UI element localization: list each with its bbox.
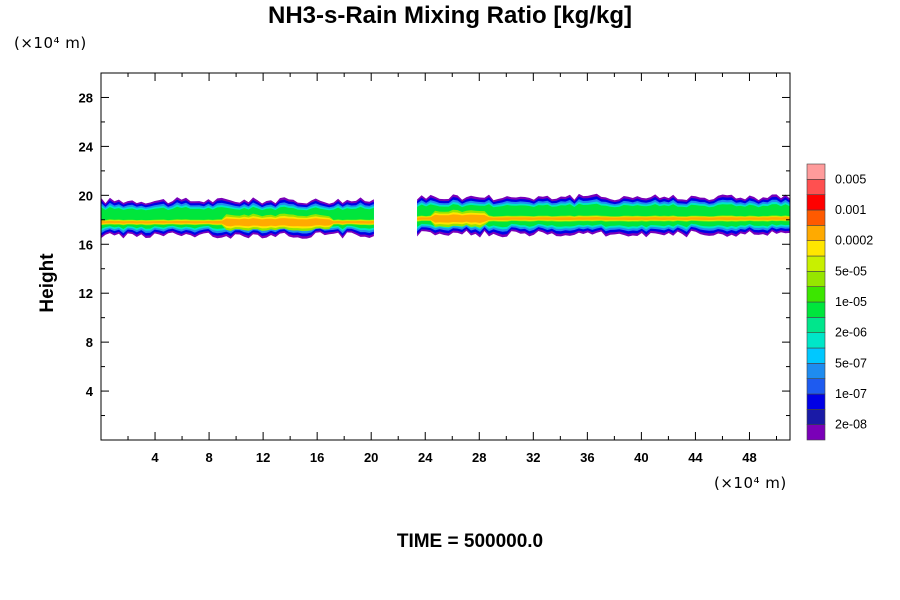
colorbar-label: 2e-06 xyxy=(835,326,867,340)
time-footer: TIME = 500000.0 xyxy=(396,531,544,552)
y-tick-label: 16 xyxy=(79,237,93,252)
x-tick-label: 24 xyxy=(418,450,433,465)
x-axis-unit: (×10⁴ m) xyxy=(714,474,787,492)
x-tick-label: 8 xyxy=(205,450,212,465)
y-tick-label: 8 xyxy=(86,335,93,350)
x-tick-label: 16 xyxy=(310,450,324,465)
colorbar-swatch xyxy=(806,347,826,364)
x-tick-label: 48 xyxy=(742,450,756,465)
chart-title: NH3-s-Rain Mixing Ratio [kg/kg] xyxy=(267,2,633,29)
colorbar-label: 5e-05 xyxy=(835,264,867,278)
x-tick-label: 4 xyxy=(151,450,159,465)
colorbar-swatch xyxy=(806,194,826,211)
x-tick-label: 32 xyxy=(526,450,540,465)
contour-band xyxy=(101,218,374,227)
colorbar-swatch xyxy=(806,209,826,226)
colorbar-swatch xyxy=(806,240,826,257)
colorbar-swatch xyxy=(806,317,826,333)
y-tick-label: 20 xyxy=(79,188,93,203)
colorbar-swatch xyxy=(806,271,826,287)
colorbar-swatch xyxy=(806,424,826,441)
colorbar-swatch xyxy=(806,363,826,379)
plot-frame xyxy=(100,72,791,441)
colorbar-swatch xyxy=(806,286,826,303)
x-tick-label: 44 xyxy=(688,450,703,465)
x-tick-label: 28 xyxy=(472,450,486,465)
contour-band xyxy=(417,214,790,223)
colorbar-swatch xyxy=(806,179,826,195)
colorbar-swatch xyxy=(806,378,826,395)
x-tick-label: 20 xyxy=(364,450,378,465)
y-tick-label: 12 xyxy=(79,286,93,301)
colorbar-label: 0.005 xyxy=(835,172,866,186)
colorbar-swatch xyxy=(806,301,826,318)
x-tick-label: 12 xyxy=(256,450,270,465)
colorbar-swatch xyxy=(806,332,826,349)
x-tick-label: 36 xyxy=(580,450,594,465)
plot-area xyxy=(101,73,790,440)
colorbar-label: 0.001 xyxy=(835,203,866,217)
y-tick-label: 24 xyxy=(79,139,94,154)
colorbar-swatch xyxy=(806,255,826,272)
colorbar-swatch xyxy=(806,393,826,410)
colorbar-swatch xyxy=(806,225,826,241)
y-axis-unit: (×10⁴ m) xyxy=(14,34,87,52)
colorbar-label: 1e-05 xyxy=(835,295,867,309)
colorbar-label: 5e-07 xyxy=(835,356,867,370)
x-tick-label: 40 xyxy=(634,450,648,465)
colorbar-swatch xyxy=(806,409,826,425)
y-tick-label: 28 xyxy=(79,90,93,105)
y-tick-label: 4 xyxy=(86,384,94,399)
contour-band xyxy=(417,203,790,228)
colorbar-swatch xyxy=(806,163,826,180)
colorbar-label: 1e-07 xyxy=(835,387,867,401)
colorbar-label: 0.0002 xyxy=(835,234,873,248)
colorbar-label: 2e-08 xyxy=(835,418,867,432)
